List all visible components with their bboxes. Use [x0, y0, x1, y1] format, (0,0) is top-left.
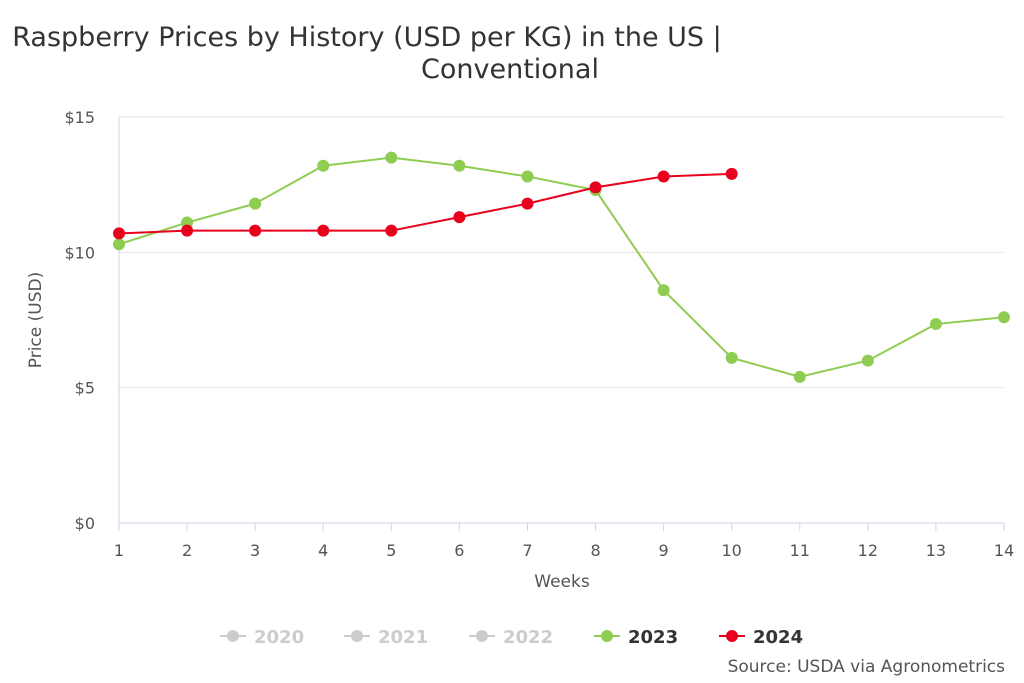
- y-tick-label: $5: [75, 379, 95, 398]
- series-2024: [113, 167, 738, 240]
- series-2023: [113, 151, 1010, 383]
- legend-label: 2021: [378, 627, 428, 648]
- data-point-2024[interactable]: [113, 227, 125, 240]
- data-point-2023[interactable]: [113, 238, 125, 251]
- legend-marker: [476, 630, 488, 642]
- x-tick-label: 13: [926, 541, 946, 560]
- legend-marker: [351, 630, 363, 642]
- x-tick-label: 8: [590, 541, 600, 560]
- y-tick-label: $0: [75, 514, 95, 533]
- x-tick-label: 10: [722, 541, 742, 560]
- data-point-2023[interactable]: [385, 151, 398, 164]
- data-point-2023[interactable]: [929, 318, 942, 331]
- x-tick-label: 1: [114, 541, 124, 560]
- data-point-2023[interactable]: [521, 170, 534, 183]
- x-axis-label: Weeks: [534, 572, 590, 592]
- x-tick-label: 14: [994, 541, 1014, 560]
- y-tick-label: $15: [64, 108, 95, 127]
- data-point-2024[interactable]: [249, 224, 262, 237]
- chart-title-line-1: Raspberry Prices by History (USD per KG)…: [12, 22, 721, 53]
- data-point-2023[interactable]: [249, 197, 262, 210]
- legend-label: 2022: [503, 627, 553, 648]
- x-tick-label: 4: [318, 541, 328, 560]
- legend-item-2023[interactable]: 2023: [594, 627, 678, 648]
- data-point-2023[interactable]: [725, 351, 738, 364]
- x-tick-label: 2: [182, 541, 192, 560]
- data-point-2024[interactable]: [453, 211, 466, 224]
- x-tick-label: 3: [250, 541, 260, 560]
- data-point-2024[interactable]: [521, 197, 534, 210]
- data-point-2024[interactable]: [317, 224, 330, 237]
- x-tick-label: 7: [522, 541, 532, 560]
- y-tick-label: $10: [64, 243, 95, 262]
- data-point-2024[interactable]: [657, 170, 670, 183]
- legend-item-2022[interactable]: 2022: [469, 627, 553, 648]
- legend-label: 2024: [753, 627, 803, 648]
- x-tick-label: 9: [659, 541, 669, 560]
- source-credit: Source: USDA via Agronometrics: [728, 657, 1006, 677]
- x-tick-label: 6: [454, 541, 464, 560]
- data-point-2024[interactable]: [181, 224, 194, 237]
- x-tick-label: 12: [858, 541, 878, 560]
- data-point-2024[interactable]: [385, 224, 398, 237]
- x-tick-label: 11: [790, 541, 810, 560]
- data-point-2023[interactable]: [998, 311, 1010, 324]
- legend-item-2021[interactable]: 2021: [344, 627, 428, 648]
- data-point-2023[interactable]: [793, 370, 806, 383]
- legend-item-2024[interactable]: 2024: [719, 627, 803, 648]
- data-point-2023[interactable]: [861, 354, 874, 367]
- legend-marker: [227, 630, 239, 642]
- data-point-2023[interactable]: [453, 159, 466, 172]
- chart-title-line-2: Conventional: [421, 54, 599, 85]
- x-tick-label: 5: [386, 541, 396, 560]
- series-line-2023: [118, 156, 1005, 378]
- series-line-2024: [118, 172, 732, 235]
- legend-label: 2023: [628, 627, 678, 648]
- legend-label: 2020: [254, 627, 304, 648]
- legend-marker: [601, 630, 613, 642]
- legend-item-2020[interactable]: 2020: [220, 627, 304, 648]
- legend-marker: [726, 630, 738, 642]
- data-point-2024[interactable]: [589, 181, 602, 194]
- y-axis-label: Price (USD): [26, 272, 46, 368]
- data-point-2023[interactable]: [317, 159, 330, 172]
- data-point-2023[interactable]: [657, 284, 670, 297]
- data-point-2024[interactable]: [725, 167, 738, 180]
